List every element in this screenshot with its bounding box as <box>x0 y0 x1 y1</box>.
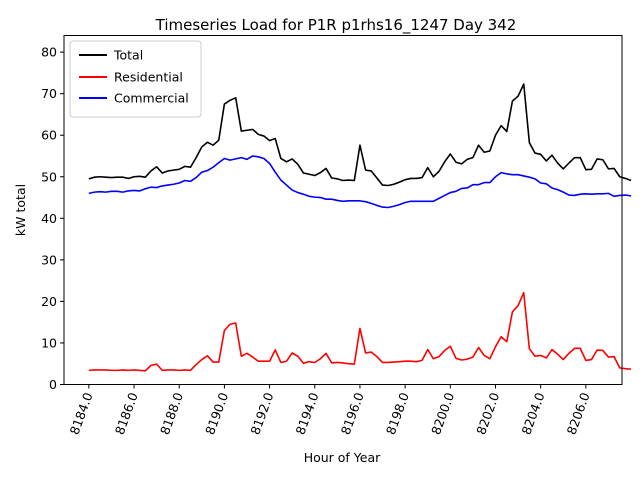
x-axis-label: Hour of Year <box>304 450 381 465</box>
y-tick-label: 80 <box>41 45 57 60</box>
y-tick-label: 20 <box>41 294 57 309</box>
legend-label-commercial: Commercial <box>114 91 189 106</box>
legend-label-residential: Residential <box>114 70 183 85</box>
legend-label-total: Total <box>113 48 143 63</box>
y-axis-label: kW total <box>13 184 28 236</box>
y-tick-label: 70 <box>41 86 57 101</box>
y-tick-label: 60 <box>41 128 57 143</box>
plot-frame <box>63 35 623 385</box>
y-tick-label: 40 <box>41 211 57 226</box>
series-line-commercial <box>88 155 632 209</box>
legend: Total Residential Commercial <box>69 40 202 118</box>
series-line-residential <box>88 291 632 372</box>
y-tick-label: 50 <box>41 169 57 184</box>
series-line-total <box>88 83 632 187</box>
y-axis: 0 10 20 30 40 50 60 70 80 <box>41 45 64 392</box>
y-tick-label: 30 <box>41 252 57 267</box>
y-tick-label: 0 <box>49 377 57 392</box>
y-tick-label: 10 <box>41 335 57 350</box>
series-group <box>88 83 632 372</box>
chart-title: Timeseries Load for P1R p1rhs16_1247 Day… <box>155 16 517 35</box>
